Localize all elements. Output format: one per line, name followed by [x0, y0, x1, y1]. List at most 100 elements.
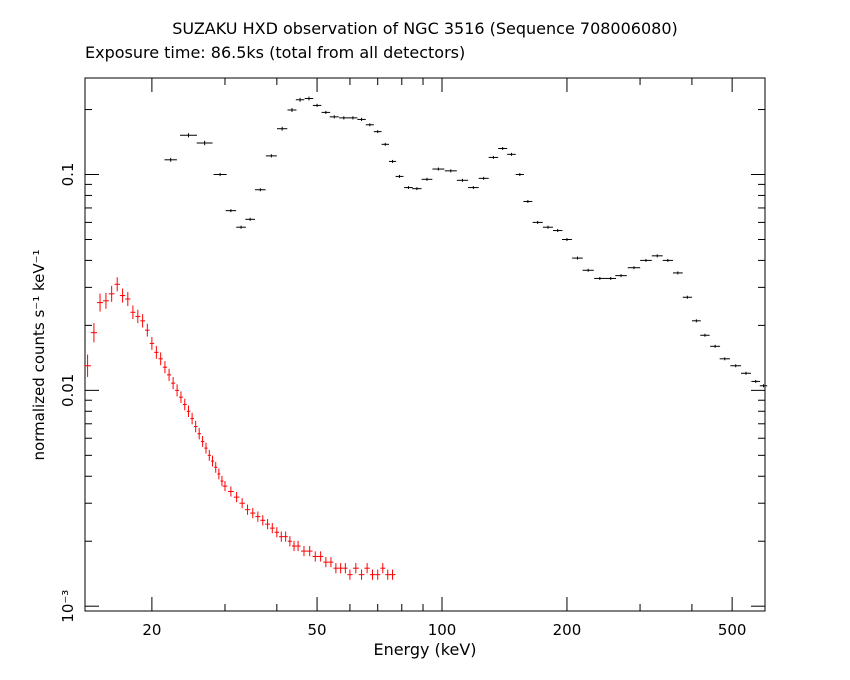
data-point: [478, 176, 489, 180]
data-point: [594, 276, 606, 280]
data-point: [304, 96, 314, 101]
data-point: [233, 492, 240, 503]
data-point: [255, 511, 261, 522]
x-tick-label: 100: [428, 621, 457, 639]
data-point: [404, 186, 413, 190]
data-point: [380, 563, 386, 574]
data-point: [210, 455, 215, 467]
x-tick-label: 50: [308, 621, 327, 639]
data-point: [236, 225, 246, 229]
data-point: [507, 152, 516, 156]
data-point: [333, 563, 339, 574]
data-point: [375, 569, 381, 580]
data-point: [175, 384, 180, 397]
data-point: [204, 442, 208, 454]
data-point: [197, 427, 201, 440]
data-point: [164, 157, 177, 162]
data-point: [244, 504, 251, 515]
data-point: [190, 412, 194, 425]
data-point: [239, 498, 245, 509]
data-point: [265, 154, 277, 158]
data-point: [498, 146, 508, 150]
data-point: [444, 169, 457, 173]
data-point: [295, 97, 305, 102]
data-point: [328, 557, 334, 568]
y-tick-label: 10⁻³: [59, 590, 77, 623]
data-point: [572, 256, 583, 260]
data-point: [651, 254, 663, 258]
y-tick-label: 0.01: [59, 374, 77, 407]
data-point: [145, 323, 150, 337]
data-point: [615, 274, 627, 278]
data-point: [167, 368, 172, 381]
data-point: [200, 435, 205, 447]
data-point: [182, 398, 187, 411]
data-point: [171, 377, 176, 390]
data-point: [364, 563, 370, 574]
data-point: [225, 209, 237, 213]
data-point: [260, 515, 266, 526]
x-tick-label: 500: [718, 621, 747, 639]
data-point: [265, 519, 270, 530]
data-point: [255, 188, 266, 192]
data-point: [186, 405, 191, 418]
data-point: [312, 551, 318, 562]
data-point: [227, 486, 234, 497]
data-point: [323, 557, 329, 568]
data-point: [339, 116, 349, 120]
data-point: [97, 293, 104, 312]
data-point: [369, 569, 376, 580]
data-point: [412, 187, 422, 191]
data-point: [114, 277, 120, 292]
data-point: [343, 563, 348, 574]
x-tick-label: 200: [553, 621, 582, 639]
data-point: [108, 285, 115, 302]
tick-marks: [85, 78, 766, 611]
data-point: [562, 237, 572, 241]
data-point: [627, 266, 641, 270]
data-point: [672, 271, 683, 275]
data-point: [640, 258, 652, 262]
data-point: [532, 220, 543, 224]
data-point: [719, 357, 730, 361]
data-point: [130, 305, 136, 319]
data-point: [321, 110, 331, 114]
data-point: [125, 291, 131, 307]
plot-frame: [84, 77, 766, 612]
series-2: [84, 277, 396, 580]
data-point: [740, 371, 752, 375]
data-point: [456, 178, 469, 182]
data-point: [154, 345, 159, 359]
data-point: [395, 174, 404, 178]
data-point: [582, 268, 594, 272]
x-axis-label: Energy (keV): [373, 640, 476, 659]
data-point: [662, 258, 673, 262]
data-point: [103, 292, 109, 309]
y-tick-label: 0.1: [59, 163, 77, 187]
data-point: [149, 337, 155, 350]
data-point: [250, 507, 256, 519]
data-point: [140, 314, 146, 328]
chart-title: SUZAKU HXD observation of NGC 3516 (Sequ…: [172, 19, 678, 38]
data-point: [317, 551, 324, 562]
series-1: [164, 96, 768, 388]
data-point: [274, 527, 280, 538]
data-point: [730, 364, 742, 368]
data-point: [358, 569, 365, 580]
data-point: [277, 126, 288, 131]
data-point: [217, 468, 221, 480]
data-point: [691, 319, 701, 323]
data-point: [214, 461, 218, 473]
data-point: [306, 545, 313, 557]
data-point: [488, 155, 499, 159]
data-point: [220, 475, 224, 487]
data-point: [279, 531, 284, 542]
data-point: [287, 108, 297, 112]
data-point: [158, 352, 163, 366]
data-point: [381, 142, 389, 146]
data-point: [213, 172, 227, 177]
data-point: [295, 540, 301, 552]
data-point: [287, 536, 292, 547]
data-point: [542, 225, 553, 229]
data-point: [385, 569, 391, 580]
